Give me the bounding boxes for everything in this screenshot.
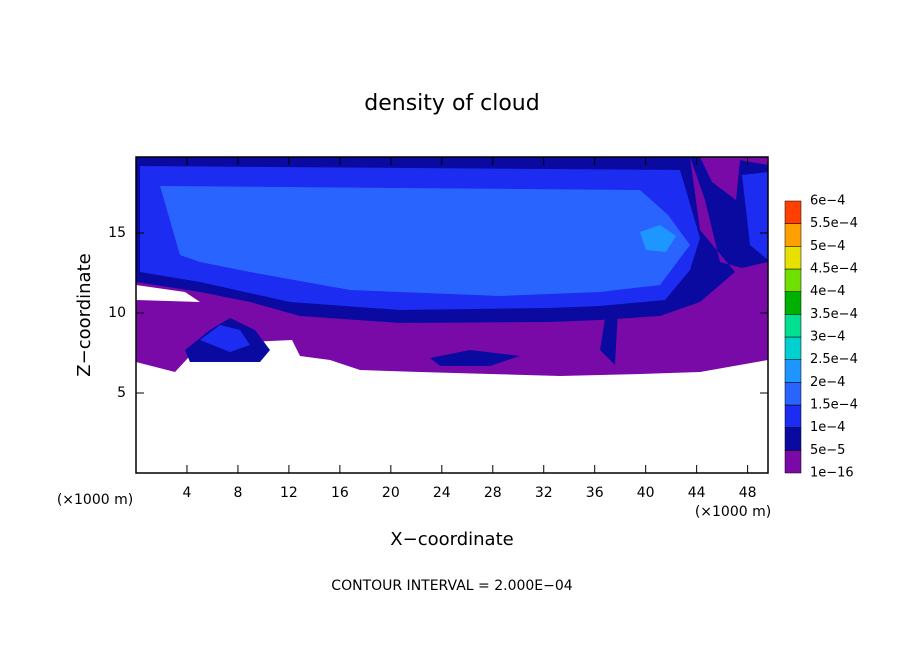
contour-region [160,186,690,296]
chart-title: density of cloud [364,91,539,116]
y-axis-label: Z−coordinate [74,253,95,376]
colorbar-box [784,314,802,338]
contour-region [600,300,618,365]
contour-region [742,172,768,260]
x-axis-label: X−coordinate [390,529,513,550]
x-tick-label: 28 [484,485,502,501]
colorbar-box [784,427,802,451]
colorbar-label: 1e−4 [810,420,845,435]
colorbar-box [784,268,802,292]
x-tick-label: 40 [637,485,655,501]
contour-region [200,325,250,352]
x-tick-label: 8 [233,485,242,501]
x-tick-label: 48 [739,485,757,501]
colorbar-label: 5e−4 [810,239,845,254]
colorbar-box [784,200,802,224]
x-tick-label: 16 [331,485,349,501]
x-tick-label: 32 [535,485,553,501]
colorbar-box [784,404,802,428]
colorbar-box [784,450,802,474]
x-tick-label: 4 [183,485,192,501]
x-unit-label: (×1000 m) [695,504,771,520]
x-tick-label: 36 [586,485,604,501]
colorbar-label: 5.5e−4 [810,216,858,231]
contour-field [136,157,768,376]
y-tick-label: 5 [117,385,126,401]
x-tick-label: 12 [280,485,298,501]
y-tick-label: 10 [108,305,126,321]
colorbar-label: 5e−5 [810,443,845,458]
colorbar-box [784,291,802,315]
plot-frame [135,156,769,474]
colorbar-box [784,223,802,247]
colorbar-label: 6e−4 [810,194,845,209]
y-tick-label: 15 [108,225,126,241]
y-unit-label: (×1000 m) [57,492,133,508]
footer-note: CONTOUR INTERVAL = 2.000E−04 [331,578,572,594]
contour-region [640,225,676,252]
contour-region [430,350,520,366]
colorbar-label: 2e−4 [810,375,845,390]
x-tick-label: 24 [433,485,451,501]
colorbar-label: 4.5e−4 [810,262,858,277]
colorbar-label: 1e−16 [810,466,854,481]
colorbar-label: 2.5e−4 [810,352,858,367]
x-tick-label: 20 [382,485,400,501]
colorbar-label: 1.5e−4 [810,398,858,413]
colorbar-label: 4e−4 [810,284,845,299]
x-tick-label: 44 [688,485,706,501]
colorbar-box [784,246,802,270]
colorbar-label: 3e−4 [810,330,845,345]
colorbar-box [784,336,802,360]
colorbar-box [784,382,802,406]
colorbar-label: 3.5e−4 [810,307,858,322]
colorbar-box [784,359,802,383]
